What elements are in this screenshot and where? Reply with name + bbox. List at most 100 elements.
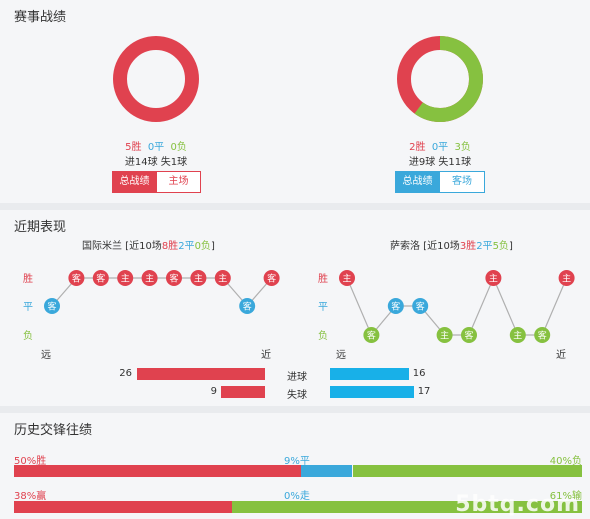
home-axis-loss-label: 负 — [23, 329, 33, 342]
home-form-point-label: 主 — [121, 273, 130, 285]
home-form-point: 主 — [214, 270, 231, 286]
away-axis-loss-label: 负 — [318, 329, 328, 342]
away-axis-far-label: 远 — [336, 349, 346, 361]
away-form-point-label: 主 — [440, 330, 449, 342]
away-draw-count: 0平 — [431, 142, 449, 153]
away-axis-win-label: 胜 — [318, 273, 328, 285]
home-axis-near-label: 近 — [261, 348, 271, 361]
home-form-point-label: 客 — [47, 301, 56, 313]
away-form-line — [346, 276, 568, 337]
h2h-handicap-win-bar — [14, 501, 233, 513]
home-record-donut — [113, 36, 199, 122]
away-wdl: 2胜 0平 3负 — [360, 138, 520, 153]
home-tab-all[interactable]: 总战绩 — [112, 171, 157, 193]
home-loss-count: 0负 — [170, 142, 187, 153]
home-conceded-value: 9 — [210, 386, 217, 397]
recent-panel: 近期表现 国际米兰 [近10场8胜2平0负] 萨索洛 [近10场3胜2平5负] … — [0, 210, 590, 406]
h2h-title: 历史交锋往绩 — [14, 423, 93, 438]
home-recent-losses: 0负 — [194, 241, 211, 252]
home-form-point-label: 主 — [218, 273, 227, 285]
h2h-panel: 历史交锋往绩 50%胜 9%平 40%负 38%赢 0%走 61%输 5btq.… — [0, 413, 590, 519]
h2h-handicap-push-pct: 0%走 — [284, 491, 310, 502]
home-form-point-label: 客 — [243, 301, 252, 313]
h2h-draw-bar — [300, 465, 353, 477]
away-form-point-circle — [534, 327, 551, 343]
away-form-point-circle — [436, 327, 453, 343]
conceded-label: 失球 — [287, 390, 307, 401]
away-form-point-label: 主 — [513, 330, 522, 342]
home-summary-prefix: [近10场 — [122, 241, 162, 252]
home-recent-summary: 国际米兰 [近10场8胜2平0负] — [82, 237, 215, 252]
home-form-point: 客 — [239, 298, 256, 314]
away-loss-count: 3负 — [454, 142, 471, 153]
home-axis-far-label: 远 — [41, 349, 51, 361]
home-form-point: 主 — [190, 270, 207, 286]
record-title: 赛事战绩 — [14, 10, 67, 25]
away-form-point-label: 主 — [489, 273, 498, 285]
home-wdl: 5胜 0平 0负 — [76, 138, 236, 153]
home-axis-draw-label: 平 — [23, 302, 33, 313]
away-form-point: 主 — [485, 270, 502, 286]
away-recent-losses: 5负 — [492, 241, 509, 252]
home-form-point: 客 — [263, 270, 280, 286]
away-win-count: 2胜 — [409, 142, 426, 153]
home-recent-draws: 2平 — [178, 241, 195, 252]
home-form-point-label: 客 — [169, 273, 178, 285]
away-form-point-circle — [461, 327, 477, 343]
away-summary-suffix: ] — [508, 241, 513, 252]
home-form-point-circle — [44, 298, 60, 314]
home-goals: 进14球 失1球 — [124, 157, 188, 168]
away-form-point: 主 — [436, 327, 453, 343]
away-recent-summary: 萨索洛 [近10场3胜2平5负] — [390, 237, 513, 252]
home-form-point-circle — [141, 270, 158, 286]
away-form-point: 主 — [509, 327, 526, 343]
away-tab-all[interactable]: 总战绩 — [395, 171, 440, 193]
away-conceded-value: 17 — [417, 386, 431, 397]
away-form-point-circle — [509, 327, 526, 343]
h2h-win-bar — [14, 465, 301, 477]
home-win-count: 5胜 — [125, 142, 142, 153]
away-axis-draw-label: 平 — [318, 302, 328, 313]
away-form-point: 主 — [558, 270, 575, 286]
away-form-point-label: 客 — [416, 301, 425, 313]
h2h-handicap-win-pct: 38%赢 — [14, 491, 47, 502]
home-form-point: 主 — [117, 270, 134, 286]
home-form-point-label: 客 — [96, 273, 105, 285]
home-summary-suffix: ] — [210, 241, 215, 252]
away-form-point-label: 客 — [391, 301, 400, 313]
h2h-loss-pct: 40%负 — [549, 456, 582, 467]
scored-label: 进球 — [287, 372, 307, 383]
away-tab-venue[interactable]: 客场 — [439, 171, 485, 193]
home-form-point-label: 主 — [145, 273, 154, 285]
home-form-point-circle — [263, 270, 280, 286]
away-form-point-label: 客 — [464, 330, 473, 342]
home-conceded-bar — [220, 386, 265, 398]
recent-title: 近期表现 — [14, 220, 67, 235]
away-form-point-circle — [558, 270, 575, 286]
h2h-handicap-loss-pct: 61%输 — [549, 491, 582, 502]
home-recent-wins: 8胜 — [161, 241, 179, 252]
away-form-point-label: 客 — [367, 330, 376, 342]
home-scored-bar — [137, 368, 265, 380]
home-team-name: 国际米兰 — [82, 241, 122, 252]
home-form-point-circle — [190, 270, 207, 286]
home-form-point-label: 客 — [267, 273, 276, 285]
away-axis-near-label: 近 — [556, 348, 566, 361]
away-scored-value: 16 — [412, 368, 426, 379]
home-form-point-label: 主 — [194, 273, 203, 285]
away-scored-bar — [330, 368, 409, 380]
away-form-point: 客 — [412, 298, 429, 314]
home-tab-venue[interactable]: 主场 — [156, 171, 201, 193]
home-form-point: 客 — [68, 270, 85, 286]
away-recent-wins: 3胜 — [459, 241, 477, 252]
h2h-handicap-loss-bar — [232, 501, 582, 513]
record-panel: 赛事战绩 5胜 0平 0负 进14球 失1球 总战绩 主场 2胜 0平 3负 进… — [0, 0, 590, 203]
h2h-draw-pct: 9%平 — [284, 456, 310, 467]
away-form-point-circle — [363, 327, 380, 343]
home-form-point: 客 — [44, 298, 60, 314]
home-form-chart: 胜平负远 近客客客主主客主主客客 — [23, 270, 280, 361]
home-form-line — [51, 277, 273, 307]
away-form-point-circle — [387, 298, 404, 314]
home-form-point: 客 — [92, 270, 109, 286]
